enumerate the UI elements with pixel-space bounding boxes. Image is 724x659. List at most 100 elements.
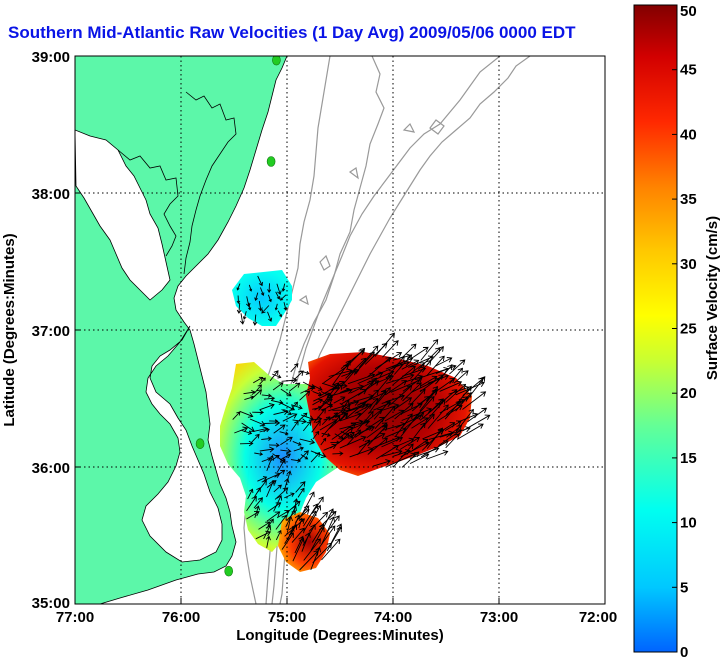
velocity-arrow [375, 444, 400, 460]
velocity-arrow [279, 294, 287, 301]
velocity-arrow [419, 388, 438, 412]
velocity-arrow [273, 484, 282, 493]
velocity-arrow [348, 394, 375, 404]
radar-station-marker [266, 156, 276, 167]
coastline-detail [183, 91, 237, 275]
velocity-arrow [253, 497, 263, 509]
velocity-arrow [382, 340, 399, 358]
velocity-arrow [276, 458, 286, 473]
velocity-arrow [345, 357, 367, 379]
velocity-arrow [245, 296, 251, 308]
velocity-arrow [331, 422, 357, 440]
velocity-arrow [300, 454, 309, 460]
velocity-arrow [266, 480, 275, 498]
velocity-arrow [327, 384, 343, 402]
velocity-arrow [321, 432, 331, 437]
velocity-arrow [319, 381, 345, 397]
velocity-arrow [327, 515, 340, 532]
colorbar-tick-label: 20 [680, 385, 697, 402]
velocity-arrow [411, 395, 430, 412]
velocity-arrow [374, 405, 396, 430]
velocity-arrow [267, 283, 272, 293]
velocity-arrow [308, 504, 322, 527]
velocity-arrow [268, 442, 280, 448]
velocity-arrow [295, 481, 306, 493]
velocity-arrow [288, 382, 301, 392]
x-tick-label: 74:00 [374, 609, 412, 626]
velocity-arrow [281, 532, 294, 550]
velocity-arrow [402, 382, 422, 402]
colorbar-tick-label: 25 [680, 321, 697, 338]
velocity-arrow [254, 292, 259, 301]
velocity-arrow [403, 412, 425, 430]
colorbar-gradient [633, 4, 678, 653]
velocity-arrow [302, 420, 312, 432]
velocity-arrow [410, 359, 432, 383]
radar-station-marker [195, 438, 205, 450]
velocity-arrow [259, 287, 265, 296]
velocity-arrow [345, 402, 366, 419]
velocity-arrow [246, 495, 257, 512]
velocity-arrow [439, 426, 471, 438]
velocity-arrow [385, 380, 407, 396]
velocity-arrow [381, 449, 403, 457]
velocity-arrow [264, 396, 276, 401]
velocity-arrow [275, 514, 287, 530]
colorbar-tick-label: 50 [680, 3, 697, 20]
velocity-arrow [332, 451, 344, 456]
colorbar-tick-label: 10 [680, 515, 697, 532]
velocity-arrow [281, 283, 286, 292]
velocity-arrow [400, 413, 419, 438]
velocity-arrow [372, 459, 391, 467]
colorbar-tick-label: 5 [680, 579, 688, 596]
velocity-arrow [410, 346, 429, 360]
velocity-arrow [439, 380, 463, 392]
velocity-arrow [330, 388, 353, 397]
velocity-arrow [321, 538, 341, 561]
colorbar: 0 5 10 15 20 25 30 35 40 45 50 Surface Velocity (c… [633, 3, 721, 659]
velocity-arrow [346, 429, 362, 446]
velocity-arrow [375, 387, 391, 405]
velocity-arrow [318, 394, 333, 411]
velocity-arrow [280, 388, 292, 397]
velocity-arrow [446, 425, 463, 438]
velocity-arrow [257, 476, 268, 482]
velocity-arrow [280, 436, 293, 446]
velocity-arrow [321, 516, 335, 545]
velocity-arrow [297, 487, 305, 498]
x-tick-label: 72:00 [579, 609, 617, 626]
velocity-arrow [333, 396, 346, 404]
velocity-arrow [427, 404, 449, 429]
velocity-arrow [410, 362, 426, 375]
y-axis-label: Latitude (Degrees:Minutes) [1, 233, 18, 426]
y-tick-labels: 39:00 38:00 37:00 36:00 35:00 [32, 49, 70, 612]
velocity-arrow [321, 415, 341, 438]
velocity-arrow [291, 370, 304, 382]
velocity-arrow [239, 440, 254, 447]
velocity-arrow [456, 423, 484, 440]
velocity-arrow [252, 314, 258, 326]
velocity-arrow [299, 450, 309, 461]
velocity-arrow [326, 526, 342, 552]
colorbar-tick-label: 40 [680, 126, 697, 143]
velocity-arrow [259, 427, 270, 433]
velocity-arrow [444, 420, 462, 431]
velocity-arrow [292, 537, 305, 562]
velocity-arrow [293, 446, 304, 452]
velocity-arrow [392, 443, 414, 468]
velocity-arrow [384, 427, 407, 439]
velocity-arrow [320, 437, 327, 446]
velocity-arrow [357, 410, 374, 431]
velocity-arrow [312, 542, 333, 564]
velocity-arrow [276, 283, 282, 295]
velocity-arrow [267, 294, 272, 303]
velocity-arrow [311, 420, 321, 433]
radar-station-marker [224, 565, 233, 577]
velocity-arrow [250, 433, 260, 444]
velocity-arrow [275, 529, 282, 541]
velocity-arrow [246, 510, 260, 520]
velocity-arrow [292, 440, 302, 446]
velocity-arrow [373, 401, 392, 411]
velocity-arrow [349, 447, 374, 458]
colorbar-tick-label: 15 [680, 450, 697, 467]
